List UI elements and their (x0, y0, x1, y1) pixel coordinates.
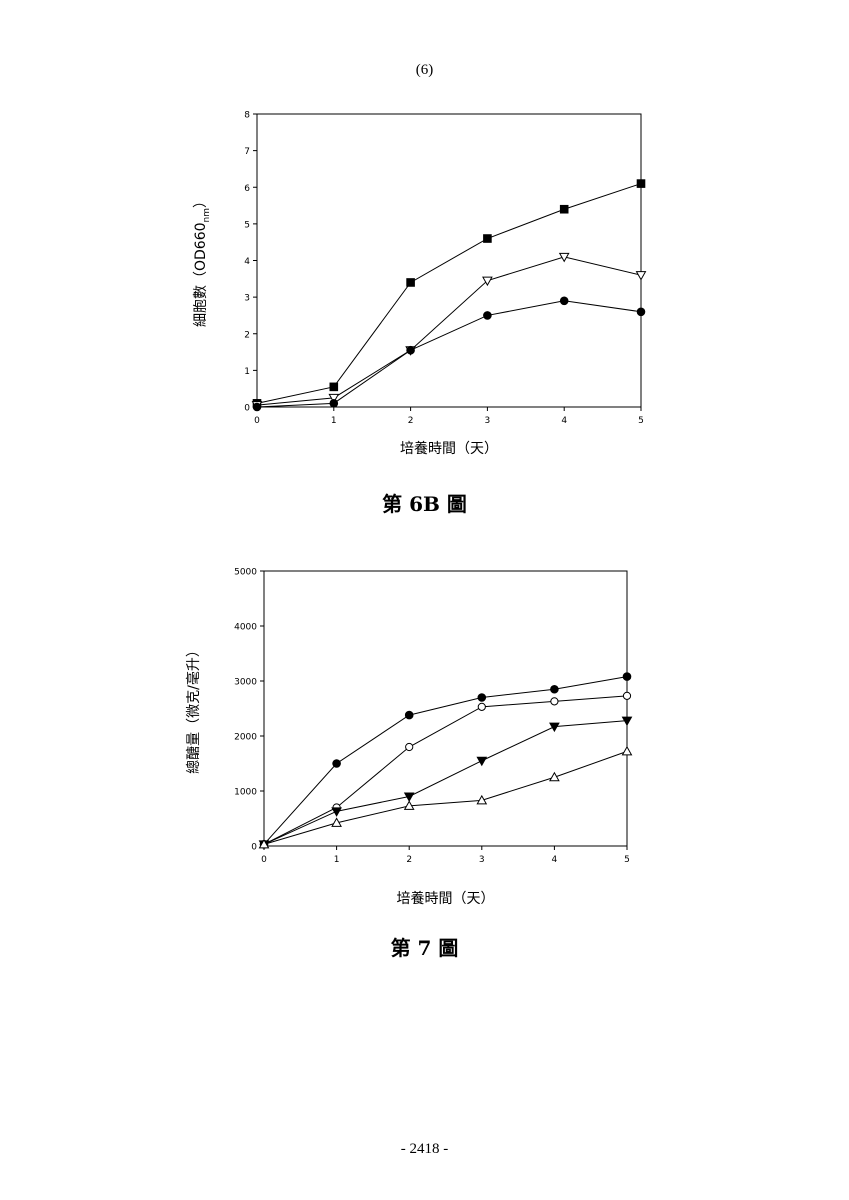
fig6b-series-1-point (406, 278, 415, 287)
fig7-series-4-point (549, 771, 560, 782)
fig7-x-tick-label: 1 (334, 855, 340, 865)
fig7-x-tick-label: 3 (479, 855, 485, 865)
page-header-number: (6) (415, 62, 434, 78)
fig7-series-3-point (549, 722, 560, 733)
fig6b-series-2 (251, 252, 647, 411)
fig6b-x-tick-label: 0 (254, 416, 260, 426)
fig6b-series-1-point (483, 234, 492, 243)
fig7-x-tick-label: 4 (552, 855, 558, 865)
fig6b-series-1-line (256, 183, 642, 404)
fig7-series-3-point (476, 756, 488, 767)
fig6b-x-axis-label: 培養時間（天） (400, 440, 498, 457)
fig7-series-1-point (550, 684, 559, 694)
fig7-series-1-point (477, 693, 487, 702)
fig6b-series-1-point (329, 382, 339, 392)
fig6b-series-3-point (483, 311, 492, 320)
page-footer-number: - 2418 - (400, 1141, 449, 1157)
fig6b-series-3-line (256, 300, 642, 408)
fig7-series-2-line (263, 695, 628, 845)
fig6b-x-tick-label: 1 (331, 416, 337, 426)
fig6b-x-tick-label: 2 (408, 416, 414, 426)
fig6b-series-1 (252, 179, 646, 408)
fig7-series-3-point (403, 792, 415, 803)
fig7-series-1 (259, 672, 632, 849)
fig7-series-4 (258, 745, 633, 849)
fig6b-series-3-point (636, 307, 646, 317)
fig7-series-1-line (263, 676, 628, 845)
fig6b-x-tick-label: 3 (485, 416, 491, 426)
fig7-x-tick-label: 2 (406, 855, 412, 865)
fig6b-y-tick-label: 0 (244, 404, 250, 414)
fig7-series-3-point (331, 807, 342, 817)
fig6b-series-2-point (635, 271, 647, 281)
fig7-series-4-point (403, 800, 415, 810)
fig7-y-tick-label: 2000 (234, 733, 257, 743)
fig6b-y-tick-label: 5 (244, 220, 250, 230)
fig6b-x-tick-label: 4 (561, 416, 567, 426)
fig7-y-tick-label: 4000 (234, 623, 257, 633)
fig7-series-3-point (621, 716, 633, 727)
fig6b-series-1-point (559, 204, 569, 214)
fig7-series-4-point (331, 817, 342, 827)
fig7-series-2-point (622, 691, 632, 700)
fig7-x-axis-label: 培養時間（天） (397, 890, 495, 907)
fig6b-series-3-point (252, 402, 262, 412)
fig6b-y-tick-label: 3 (244, 294, 250, 304)
fig7-series-2-point (550, 697, 559, 706)
fig6b-series-2-line (256, 256, 642, 406)
fig7-plot-frame (263, 570, 628, 847)
fig6b-y-tick-label: 8 (244, 111, 250, 121)
fig6b-series-2-point (482, 276, 493, 287)
fig7-y-tick-label: 0 (251, 843, 257, 853)
fig6b-series-3-point (559, 296, 569, 306)
fig6b-series-3-point (406, 345, 415, 355)
fig6b-y-tick-label: 4 (244, 257, 250, 267)
fig7-series-1-point (622, 672, 632, 681)
fig7-x-tick-label: 5 (624, 855, 630, 865)
fig7-series-4-line (263, 750, 628, 845)
fig6b-series-2-point (558, 252, 570, 263)
fig7-series-4-point (621, 745, 633, 756)
chart-7-total-sugar: 0 1000 2000 3000 4000 5000 0 1 2 3 4 5 培養時間（天） 總醣量（微克… (185, 568, 633, 907)
fig6b-series-3 (252, 296, 646, 412)
fig6b-y-tick-label: 7 (244, 147, 250, 157)
fig6b-y-tick-label: 2 (244, 330, 250, 340)
fig6b-series-2-point (328, 393, 340, 404)
fig7-y-tick-label: 1000 (234, 788, 257, 798)
figure-6b-caption: 第 6B 圖 (382, 492, 467, 516)
fig7-series-2-point (477, 702, 486, 711)
fig6b-y-tick-label: 1 (244, 367, 250, 377)
fig7-y-tick-label: 5000 (234, 568, 257, 578)
fig7-series-4-point (258, 838, 270, 849)
fig7-y-tick-label: 3000 (234, 678, 257, 688)
fig7-series-2-point (405, 742, 414, 752)
fig7-series-3-line (263, 720, 628, 845)
fig7-series-1-point (404, 710, 414, 720)
fig7-series-1-point (332, 759, 341, 768)
figure-7-caption: 第 7 圖 (390, 936, 459, 960)
fig7-y-axis-label: 總醣量（微克/毫升） (185, 643, 202, 774)
fig6b-y-axis-label: 細胞數（OD660nm） (193, 194, 212, 327)
fig6b-series-1-point (636, 179, 646, 188)
fig7-series-3 (258, 716, 633, 850)
chart-6b-cell-count: 0 1 2 3 4 5 6 7 8 0 1 2 3 4 5 培養時間（天） 細胞數（OD660nm） (193, 111, 647, 457)
fig6b-x-tick-label: 5 (638, 416, 644, 426)
fig7-x-tick-label: 0 (261, 855, 267, 865)
fig7-series-4-point (476, 794, 488, 805)
fig6b-series-3-point (329, 399, 339, 408)
fig6b-y-tick-label: 6 (244, 184, 250, 194)
